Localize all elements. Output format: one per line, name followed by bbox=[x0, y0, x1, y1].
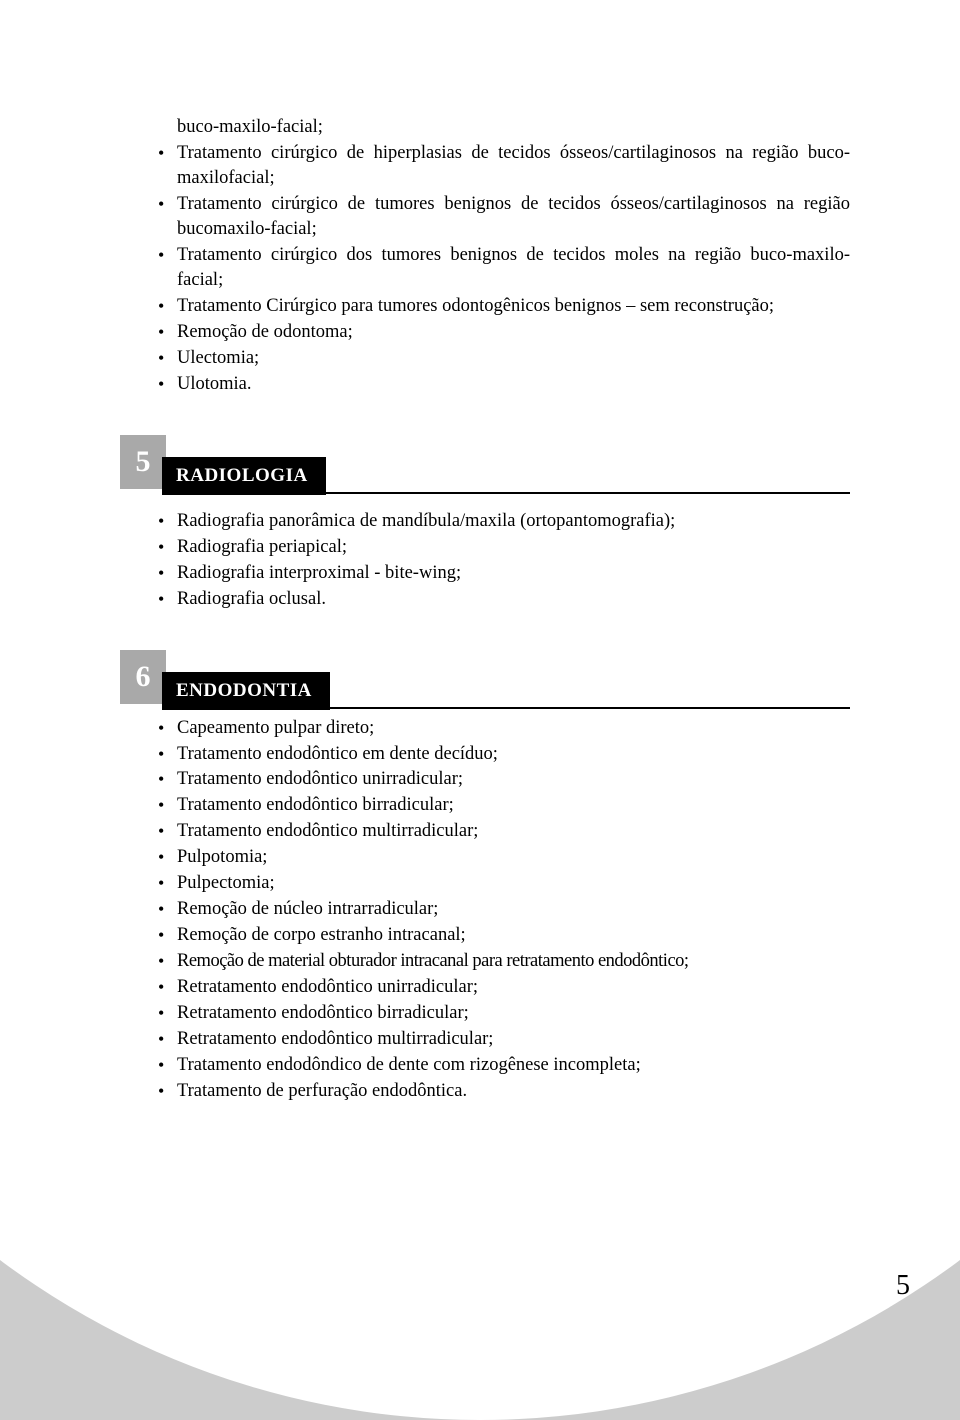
page-content: buco-maxilo-facial; Tratamento cirúrgico… bbox=[0, 0, 960, 1104]
intro-text: buco-maxilo-facial; bbox=[155, 115, 850, 140]
section-number: 6 bbox=[120, 650, 166, 704]
list-item: Pulpectomia; bbox=[155, 871, 850, 896]
list-item: Tratamento de perfuração endodôntica. bbox=[155, 1079, 850, 1104]
section-title: RADIOLOGIA bbox=[162, 457, 326, 495]
bullet-list-1: Radiografia panorâmica de mandíbula/maxi… bbox=[155, 509, 850, 612]
list-item: Radiografia interproximal - bite-wing; bbox=[155, 561, 850, 586]
list-item: Tratamento Cirúrgico para tumores odonto… bbox=[155, 294, 850, 319]
list-item: Retratamento endodôntico unirradicular; bbox=[155, 975, 850, 1000]
list-item: Tratamento cirúrgico de hiperplasias de … bbox=[155, 141, 850, 191]
list-item: Retratamento endodôntico multirradicular… bbox=[155, 1027, 850, 1052]
section-header: 5 RADIOLOGIA bbox=[120, 435, 850, 489]
list-item: Capeamento pulpar direto; bbox=[155, 716, 850, 741]
list-item: Tratamento endodôntico multirradicular; bbox=[155, 819, 850, 844]
section-radiologia: 5 RADIOLOGIA Radiografia panorâmica de m… bbox=[155, 435, 850, 612]
list-item: Remoção de material obturador intracanal… bbox=[155, 949, 850, 974]
list-item: Tratamento endodôntico em dente decíduo; bbox=[155, 742, 850, 767]
list-item: Tratamento endodôntico birradicular; bbox=[155, 793, 850, 818]
list-item: Remoção de núcleo intrarradicular; bbox=[155, 897, 850, 922]
list-item: Remoção de corpo estranho intracanal; bbox=[155, 923, 850, 948]
page-number: 5 bbox=[896, 1270, 910, 1302]
list-item: Tratamento endodôntico unirradicular; bbox=[155, 767, 850, 792]
section-number: 5 bbox=[120, 435, 166, 489]
section-line bbox=[326, 492, 850, 494]
list-item: Tratamento cirúrgico de tumores benignos… bbox=[155, 192, 850, 242]
section-title: ENDODONTIA bbox=[162, 672, 330, 710]
list-item: Retratamento endodôntico birradicular; bbox=[155, 1001, 850, 1026]
list-item: Tratamento cirúrgico dos tumores benigno… bbox=[155, 243, 850, 293]
list-item: Remoção de odontoma; bbox=[155, 320, 850, 345]
section-title-wrap: ENDODONTIA bbox=[162, 672, 850, 710]
section-line bbox=[330, 707, 850, 709]
list-item: Tratamento endodôndico de dente com rizo… bbox=[155, 1053, 850, 1078]
list-item: Pulpotomia; bbox=[155, 845, 850, 870]
list-item: Radiografia panorâmica de mandíbula/maxi… bbox=[155, 509, 850, 534]
section-endodontia: 6 ENDODONTIA Capeamento pulpar direto; T… bbox=[155, 650, 850, 1105]
section-title-wrap: RADIOLOGIA bbox=[162, 457, 850, 495]
list-item: Ulectomia; bbox=[155, 346, 850, 371]
section-header: 6 ENDODONTIA bbox=[120, 650, 850, 704]
section-continuation: buco-maxilo-facial; Tratamento cirúrgico… bbox=[155, 115, 850, 397]
list-item: Radiografia oclusal. bbox=[155, 587, 850, 612]
bullet-list-2: Capeamento pulpar direto; Tratamento end… bbox=[155, 716, 850, 1105]
list-item: Radiografia periapical; bbox=[155, 535, 850, 560]
list-item: Ulotomia. bbox=[155, 372, 850, 397]
bullet-list-0: Tratamento cirúrgico de hiperplasias de … bbox=[155, 141, 850, 397]
